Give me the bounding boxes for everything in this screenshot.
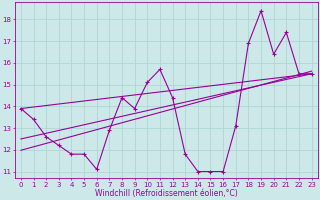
X-axis label: Windchill (Refroidissement éolien,°C): Windchill (Refroidissement éolien,°C) xyxy=(95,189,238,198)
